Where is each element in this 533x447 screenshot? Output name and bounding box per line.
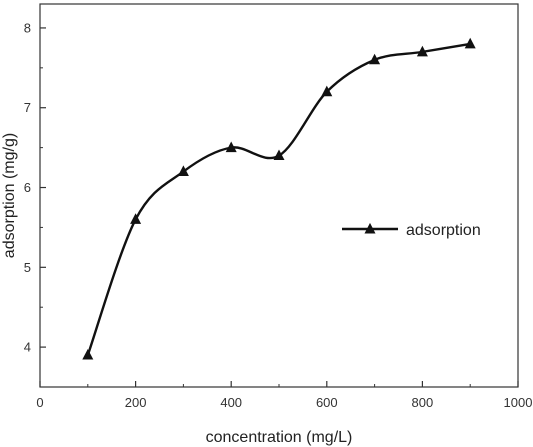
legend: adsorption [342, 222, 481, 239]
data-point [321, 85, 333, 97]
y-tick-label: 7 [24, 100, 31, 115]
data-point [177, 165, 189, 177]
x-tick-label: 200 [125, 395, 147, 410]
x-tick-label: 600 [316, 395, 338, 410]
x-tick-label: 400 [220, 395, 242, 410]
ticks: 0 200 400 600 800 1000 4 5 6 7 8 [24, 20, 533, 410]
legend-label: adsorption [406, 222, 481, 239]
data-point [416, 45, 428, 57]
y-axis-title: adsorption (mg/g) [1, 133, 18, 258]
y-tick-label: 8 [24, 20, 31, 35]
data-point [464, 37, 476, 49]
series-line [86, 42, 472, 357]
y-tick-label: 6 [24, 180, 31, 195]
data-point [225, 141, 237, 153]
x-tick-label: 1000 [504, 395, 533, 410]
y-tick-label: 4 [24, 340, 31, 355]
x-tick-label: 800 [412, 395, 434, 410]
data-point [273, 149, 285, 161]
axes [39, 3, 519, 388]
y-tick-label: 5 [24, 260, 31, 275]
plot-frame [39, 3, 519, 388]
legend-marker [364, 222, 376, 234]
data-point [130, 213, 142, 224]
series-layer [82, 37, 476, 360]
data-point [82, 348, 94, 360]
data-point [369, 53, 381, 65]
x-axis-title: concentration (mg/L) [206, 429, 353, 446]
x-tick-label: 0 [36, 395, 43, 410]
